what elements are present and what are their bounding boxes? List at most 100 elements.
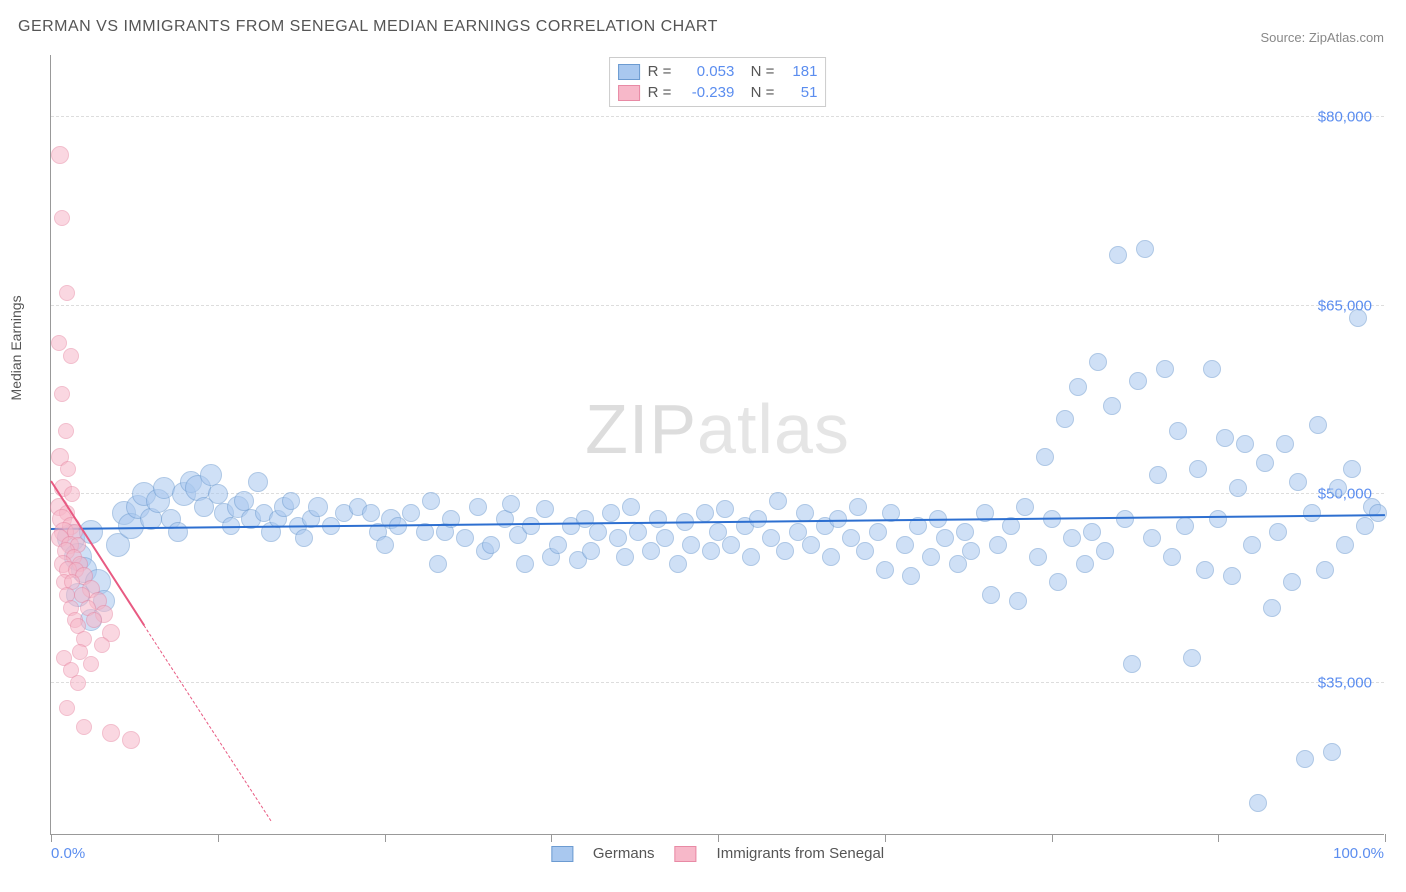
n-value-2: 51	[782, 84, 817, 101]
scatter-point-senegal	[59, 700, 75, 716]
scatter-point-germans	[1116, 510, 1134, 528]
chart-plot-area: Median Earnings ZIPatlas R = 0.053 N = 1…	[50, 55, 1384, 835]
scatter-point-germans	[989, 536, 1007, 554]
scatter-point-germans	[1183, 649, 1201, 667]
scatter-point-senegal	[51, 146, 69, 164]
scatter-point-germans	[208, 484, 228, 504]
scatter-point-germans	[1336, 536, 1354, 554]
y-tick-label: $35,000	[1318, 675, 1372, 692]
scatter-point-germans	[1143, 529, 1161, 547]
scatter-point-germans	[1296, 750, 1314, 768]
scatter-point-germans	[1229, 479, 1247, 497]
scatter-point-germans	[1203, 360, 1221, 378]
r-label: R =	[648, 84, 672, 101]
scatter-point-germans	[1269, 523, 1287, 541]
scatter-point-senegal	[51, 335, 67, 351]
scatter-point-germans	[849, 498, 867, 516]
swatch-bottom-2	[675, 846, 697, 862]
scatter-point-germans	[1103, 397, 1121, 415]
scatter-point-senegal	[54, 210, 70, 226]
scatter-point-germans	[1263, 599, 1281, 617]
swatch-series-2	[618, 85, 640, 101]
n-label: N =	[742, 63, 774, 80]
scatter-point-germans	[682, 536, 700, 554]
series-2-label: Immigrants from Senegal	[717, 845, 885, 862]
r-value-2: -0.239	[679, 84, 734, 101]
x-tick	[885, 834, 886, 842]
swatch-series-1	[618, 64, 640, 80]
legend-row-series-1: R = 0.053 N = 181	[618, 61, 818, 82]
scatter-point-senegal	[63, 348, 79, 364]
series-legend: Germans Immigrants from Senegal	[551, 845, 884, 862]
scatter-point-germans	[742, 548, 760, 566]
scatter-point-germans	[1329, 479, 1347, 497]
scatter-point-germans	[295, 529, 313, 547]
x-axis-min-label: 0.0%	[51, 845, 85, 862]
scatter-point-germans	[502, 495, 520, 513]
scatter-point-germans	[1243, 536, 1261, 554]
scatter-point-germans	[1149, 466, 1167, 484]
scatter-point-germans	[1349, 309, 1367, 327]
scatter-point-germans	[856, 542, 874, 560]
scatter-point-germans	[1163, 548, 1181, 566]
scatter-point-germans	[1069, 378, 1087, 396]
scatter-point-germans	[1176, 517, 1194, 535]
scatter-point-germans	[582, 542, 600, 560]
correlation-legend: R = 0.053 N = 181 R = -0.239 N = 51	[609, 57, 827, 107]
scatter-point-senegal	[60, 461, 76, 477]
scatter-point-germans	[1276, 435, 1294, 453]
scatter-point-germans	[822, 548, 840, 566]
scatter-point-germans	[234, 491, 254, 511]
scatter-point-senegal	[86, 612, 102, 628]
source-attribution: Source: ZipAtlas.com	[1260, 30, 1384, 45]
scatter-point-germans	[1323, 743, 1341, 761]
scatter-point-germans	[1136, 240, 1154, 258]
scatter-point-germans	[1316, 561, 1334, 579]
scatter-point-germans	[622, 498, 640, 516]
scatter-point-germans	[1083, 523, 1101, 541]
scatter-point-germans	[1123, 655, 1141, 673]
scatter-point-germans	[422, 492, 440, 510]
swatch-bottom-1	[551, 846, 573, 862]
scatter-point-senegal	[83, 656, 99, 672]
trend-line-senegal-extrapolated	[144, 626, 272, 822]
scatter-point-senegal	[102, 724, 120, 742]
scatter-point-germans	[629, 523, 647, 541]
scatter-point-germans	[522, 517, 540, 535]
scatter-point-germans	[922, 548, 940, 566]
scatter-point-germans	[1216, 429, 1234, 447]
scatter-point-germans	[1036, 448, 1054, 466]
scatter-point-senegal	[76, 719, 92, 735]
scatter-point-germans	[902, 567, 920, 585]
series-1-label: Germans	[593, 845, 655, 862]
scatter-point-germans	[1309, 416, 1327, 434]
scatter-point-senegal	[64, 486, 80, 502]
scatter-point-germans	[616, 548, 634, 566]
scatter-point-germans	[602, 504, 620, 522]
scatter-point-germans	[1156, 360, 1174, 378]
n-label: N =	[742, 84, 774, 101]
scatter-point-germans	[1256, 454, 1274, 472]
scatter-point-germans	[896, 536, 914, 554]
scatter-point-germans	[200, 464, 222, 486]
x-tick	[1052, 834, 1053, 842]
scatter-point-germans	[376, 536, 394, 554]
x-tick	[51, 834, 52, 842]
scatter-point-germans	[956, 523, 974, 541]
scatter-point-germans	[1209, 510, 1227, 528]
scatter-point-germans	[749, 510, 767, 528]
scatter-point-germans	[1089, 353, 1107, 371]
scatter-point-germans	[536, 500, 554, 518]
scatter-point-senegal	[94, 637, 110, 653]
scatter-point-germans	[1063, 529, 1081, 547]
x-tick	[1385, 834, 1386, 842]
r-value-1: 0.053	[679, 63, 734, 80]
scatter-point-germans	[1129, 372, 1147, 390]
scatter-point-germans	[456, 529, 474, 547]
scatter-point-senegal	[59, 285, 75, 301]
scatter-point-germans	[1109, 246, 1127, 264]
scatter-point-germans	[482, 536, 500, 554]
scatter-point-germans	[1096, 542, 1114, 560]
scatter-point-germans	[1283, 573, 1301, 591]
scatter-point-germans	[282, 492, 300, 510]
